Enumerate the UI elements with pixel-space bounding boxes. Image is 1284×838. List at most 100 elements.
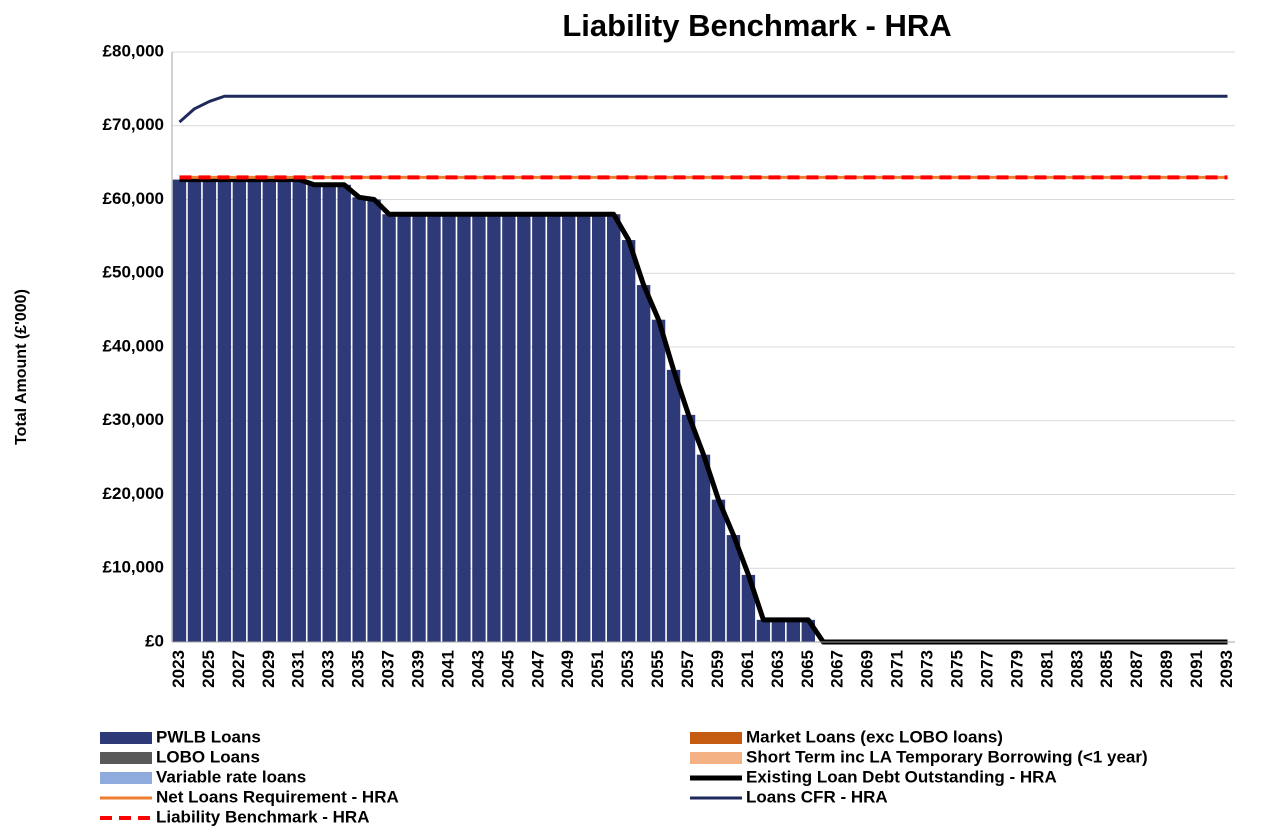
- x-tick-label: 2075: [948, 650, 967, 688]
- bar: [517, 214, 531, 642]
- x-tick-label: 2061: [738, 650, 757, 688]
- legend-label: Market Loans (exc LOBO loans): [746, 727, 1003, 746]
- y-axis-label: Total Amount (£'000): [13, 289, 30, 445]
- bar: [202, 179, 217, 642]
- bar: [592, 214, 606, 642]
- bar: [696, 454, 711, 642]
- x-tick-label: 2049: [558, 650, 577, 688]
- bar: [307, 184, 321, 642]
- legend-label: Existing Loan Debt Outstanding - HRA: [746, 767, 1057, 786]
- x-tick-label: 2077: [977, 650, 996, 688]
- x-tick-label: 2057: [678, 650, 697, 688]
- legend-label: Variable rate loans: [156, 767, 306, 786]
- x-tick-label: 2033: [319, 650, 338, 688]
- x-tick-label: 2093: [1217, 650, 1236, 688]
- bar: [262, 179, 277, 642]
- x-tick-label: 2059: [708, 650, 727, 688]
- bar: [352, 197, 366, 642]
- legend-label: PWLB Loans: [156, 727, 261, 746]
- x-tick-label: 2063: [768, 650, 787, 688]
- x-tick-label: 2037: [379, 650, 398, 688]
- bar: [502, 214, 516, 642]
- bar: [472, 214, 486, 642]
- legend-label: Short Term inc LA Temporary Borrowing (<…: [746, 747, 1148, 766]
- y-tick-label: £30,000: [103, 410, 164, 429]
- bar: [562, 214, 576, 642]
- bar: [217, 179, 232, 642]
- x-tick-label: 2035: [349, 650, 368, 688]
- line-series: [178, 94, 1228, 124]
- x-tick-label: 2071: [888, 650, 907, 688]
- y-tick-label: £60,000: [103, 189, 164, 208]
- bar: [547, 214, 561, 642]
- bar: [457, 214, 471, 642]
- bar: [621, 240, 636, 642]
- legend-label: Liability Benchmark - HRA: [156, 807, 370, 826]
- bar: [277, 179, 291, 642]
- y-tick-label: £20,000: [103, 484, 164, 503]
- x-tick-label: 2023: [169, 650, 188, 688]
- x-tick-label: 2083: [1067, 650, 1086, 688]
- x-tick-label: 2079: [1007, 650, 1026, 688]
- legend-swatch: [690, 732, 742, 744]
- y-tick-label: £80,000: [103, 41, 164, 60]
- y-tick-label: £70,000: [103, 115, 164, 134]
- chart-title: Liability Benchmark - HRA: [562, 8, 951, 43]
- x-tick-label: 2065: [798, 650, 817, 688]
- bar: [711, 499, 726, 642]
- bar: [756, 619, 771, 642]
- x-tick-label: 2091: [1187, 650, 1206, 688]
- x-tick-label: 2025: [199, 650, 218, 688]
- x-tick-label: 2085: [1097, 650, 1116, 688]
- bar: [337, 184, 351, 642]
- y-tick-label: £50,000: [103, 263, 164, 282]
- bar: [292, 179, 306, 642]
- bar: [442, 214, 456, 642]
- x-tick-label: 2087: [1127, 650, 1146, 688]
- bar: [636, 285, 651, 642]
- bar: [487, 214, 501, 642]
- bar: [247, 179, 262, 642]
- legend-label: LOBO Loans: [156, 747, 260, 766]
- bar: [726, 535, 741, 642]
- x-tick-label: 2027: [229, 650, 248, 688]
- bar: [367, 199, 381, 642]
- legend-label: Net Loans Requirement - HRA: [156, 787, 399, 806]
- bar: [172, 179, 187, 642]
- x-tick-label: 2047: [528, 650, 547, 688]
- bar: [427, 214, 441, 642]
- bar: [382, 214, 396, 642]
- bar: [681, 414, 696, 642]
- x-tick-label: 2043: [468, 650, 487, 688]
- legend-swatch: [100, 732, 152, 744]
- bar: [577, 214, 591, 642]
- x-tick-label: 2067: [828, 650, 847, 688]
- y-tick-label: £0: [145, 631, 164, 650]
- bar: [786, 619, 801, 642]
- x-tick-label: 2053: [618, 650, 637, 688]
- x-tick-label: 2089: [1157, 650, 1176, 688]
- legend-swatch: [100, 752, 152, 764]
- x-tick-label: 2073: [918, 650, 937, 688]
- bar: [771, 619, 786, 642]
- bar: [187, 179, 202, 642]
- x-tick-label: 2081: [1037, 650, 1056, 688]
- legend-label: Loans CFR - HRA: [746, 787, 888, 806]
- x-tick-label: 2039: [409, 650, 428, 688]
- x-tick-label: 2055: [648, 650, 667, 688]
- bar: [666, 369, 681, 642]
- legend-swatch: [100, 772, 152, 784]
- bar: [606, 214, 621, 642]
- x-tick-label: 2029: [259, 650, 278, 688]
- x-tick-label: 2069: [858, 650, 877, 688]
- bar: [651, 319, 666, 642]
- x-tick-label: 2031: [289, 650, 308, 688]
- bar: [532, 214, 546, 642]
- x-tick-label: 2051: [588, 650, 607, 688]
- x-tick-label: 2041: [438, 650, 457, 688]
- bar: [412, 214, 426, 642]
- x-tick-label: 2045: [498, 650, 517, 688]
- y-tick-label: £10,000: [103, 558, 164, 577]
